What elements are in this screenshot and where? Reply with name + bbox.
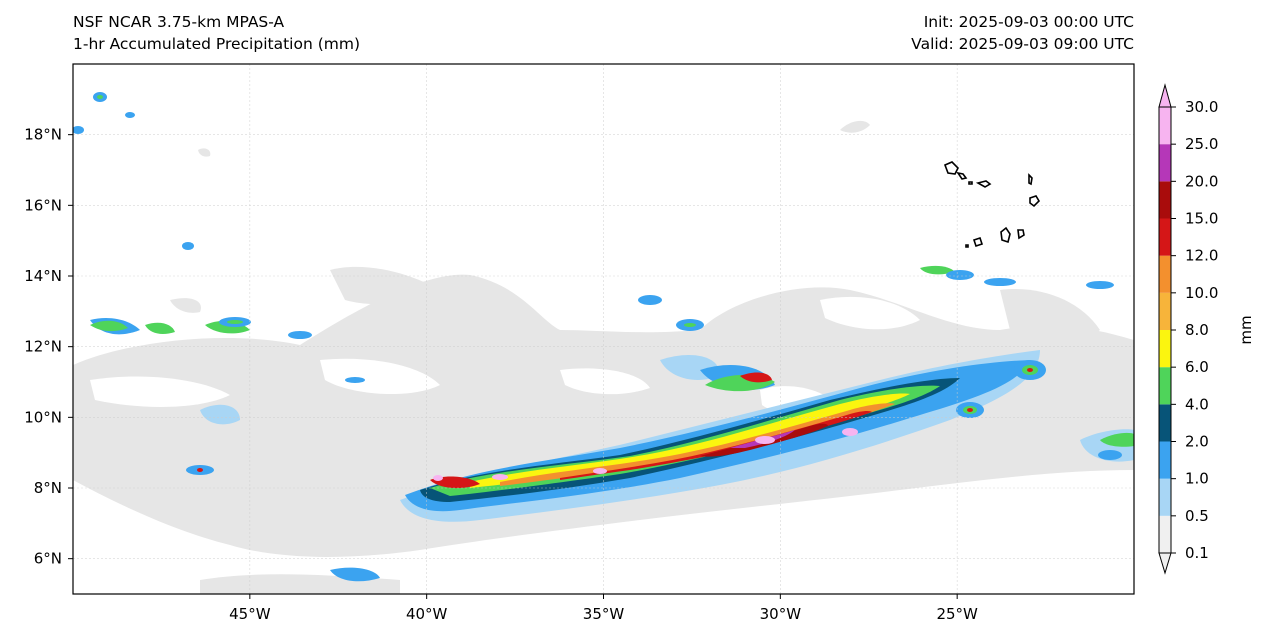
colorbar-segment: [1159, 107, 1171, 145]
colorbar-segment: [1159, 218, 1171, 256]
lon-tick-label: 25°W: [936, 605, 978, 623]
colorbar-tick-label: 1.0: [1185, 470, 1209, 488]
gridlines: [73, 64, 1134, 594]
light-precip-areas: [73, 120, 1134, 594]
colorbar-segment: [1159, 441, 1171, 479]
colorbar-segment: [1159, 181, 1171, 219]
colorbar-tick-label: 10.0: [1185, 284, 1218, 302]
lat-tick-label: 16°N: [24, 196, 62, 214]
lon-tick-label: 35°W: [583, 605, 625, 623]
colorbar-tick-label: 0.5: [1185, 507, 1209, 525]
lat-tick-label: 12°N: [24, 338, 62, 356]
colorbar-segment: [1159, 292, 1171, 330]
colorbar-segment: [1159, 404, 1171, 442]
colorbar-tick-label: 15.0: [1185, 210, 1218, 228]
colorbar-tick-label: 20.0: [1185, 172, 1218, 190]
yellow-areas: [470, 393, 910, 488]
heavy-cores: [433, 423, 858, 481]
lon-tick-label: 30°W: [760, 605, 802, 623]
longitude-axis: 45°W 40°W 35°W 30°W 25°W: [229, 594, 978, 623]
time-info: Init: 2025-09-03 00:00 UTC Valid: 2025-0…: [911, 11, 1134, 55]
lat-tick-label: 18°N: [24, 126, 62, 144]
init-time: Init: 2025-09-03 00:00 UTC: [923, 13, 1134, 31]
colorbar-tick-label: 6.0: [1185, 358, 1209, 376]
colorbar-segment: [1159, 330, 1171, 368]
lat-tick-label: 8°N: [34, 479, 62, 497]
colorbar-tick-label: 2.0: [1185, 433, 1209, 451]
colorbar-tick-label: 25.0: [1185, 135, 1218, 153]
colorbar-extend-high: [1158, 83, 1172, 108]
colorbar-tick-label: 30.0: [1185, 98, 1218, 116]
model-name: NSF NCAR 3.75-km MPAS-A: [73, 13, 285, 31]
orange-areas: [500, 403, 895, 486]
colorbar-tick-label: 12.0: [1185, 247, 1218, 265]
colorbar-segment: [1159, 144, 1171, 182]
precip-field: [73, 64, 1134, 594]
scattered-cells: [73, 92, 1122, 475]
colorbar-segment: [1159, 255, 1171, 293]
lon-tick-label: 45°W: [229, 605, 271, 623]
map-title: NSF NCAR 3.75-km MPAS-A 1-hr Accumulated…: [73, 11, 360, 55]
colorbar-unit-label: mm: [1237, 315, 1255, 344]
valid-time: Valid: 2025-09-03 09:00 UTC: [911, 35, 1134, 53]
field-name: 1-hr Accumulated Precipitation (mm): [73, 35, 360, 53]
cabo-verde-coastline: [943, 161, 1041, 248]
lat-tick-label: 10°N: [24, 408, 62, 426]
colorbar-extend-low: [1158, 552, 1172, 575]
lat-tick-label: 6°N: [34, 550, 62, 568]
colorbar-tick-label: 0.1: [1185, 544, 1209, 562]
colorbar-segment: [1159, 367, 1171, 405]
lat-tick-label: 14°N: [24, 267, 62, 285]
lon-tick-label: 40°W: [406, 605, 448, 623]
colorbar: 0.1 0.5 1.0 2.0 4.0 6.0 8.0 10.0 12.0 15.0 20.0 25.…: [1158, 83, 1255, 575]
colorbar-tick-label: 8.0: [1185, 321, 1209, 339]
latitude-axis: 6°N 8°N 10°N 12°N 14°N 16°N 18°N: [24, 126, 73, 568]
red-areas: [430, 372, 872, 489]
colorbar-tick-label: 4.0: [1185, 395, 1209, 413]
colorbar-segment: [1159, 478, 1171, 516]
colorbar-segment: [1159, 515, 1171, 553]
